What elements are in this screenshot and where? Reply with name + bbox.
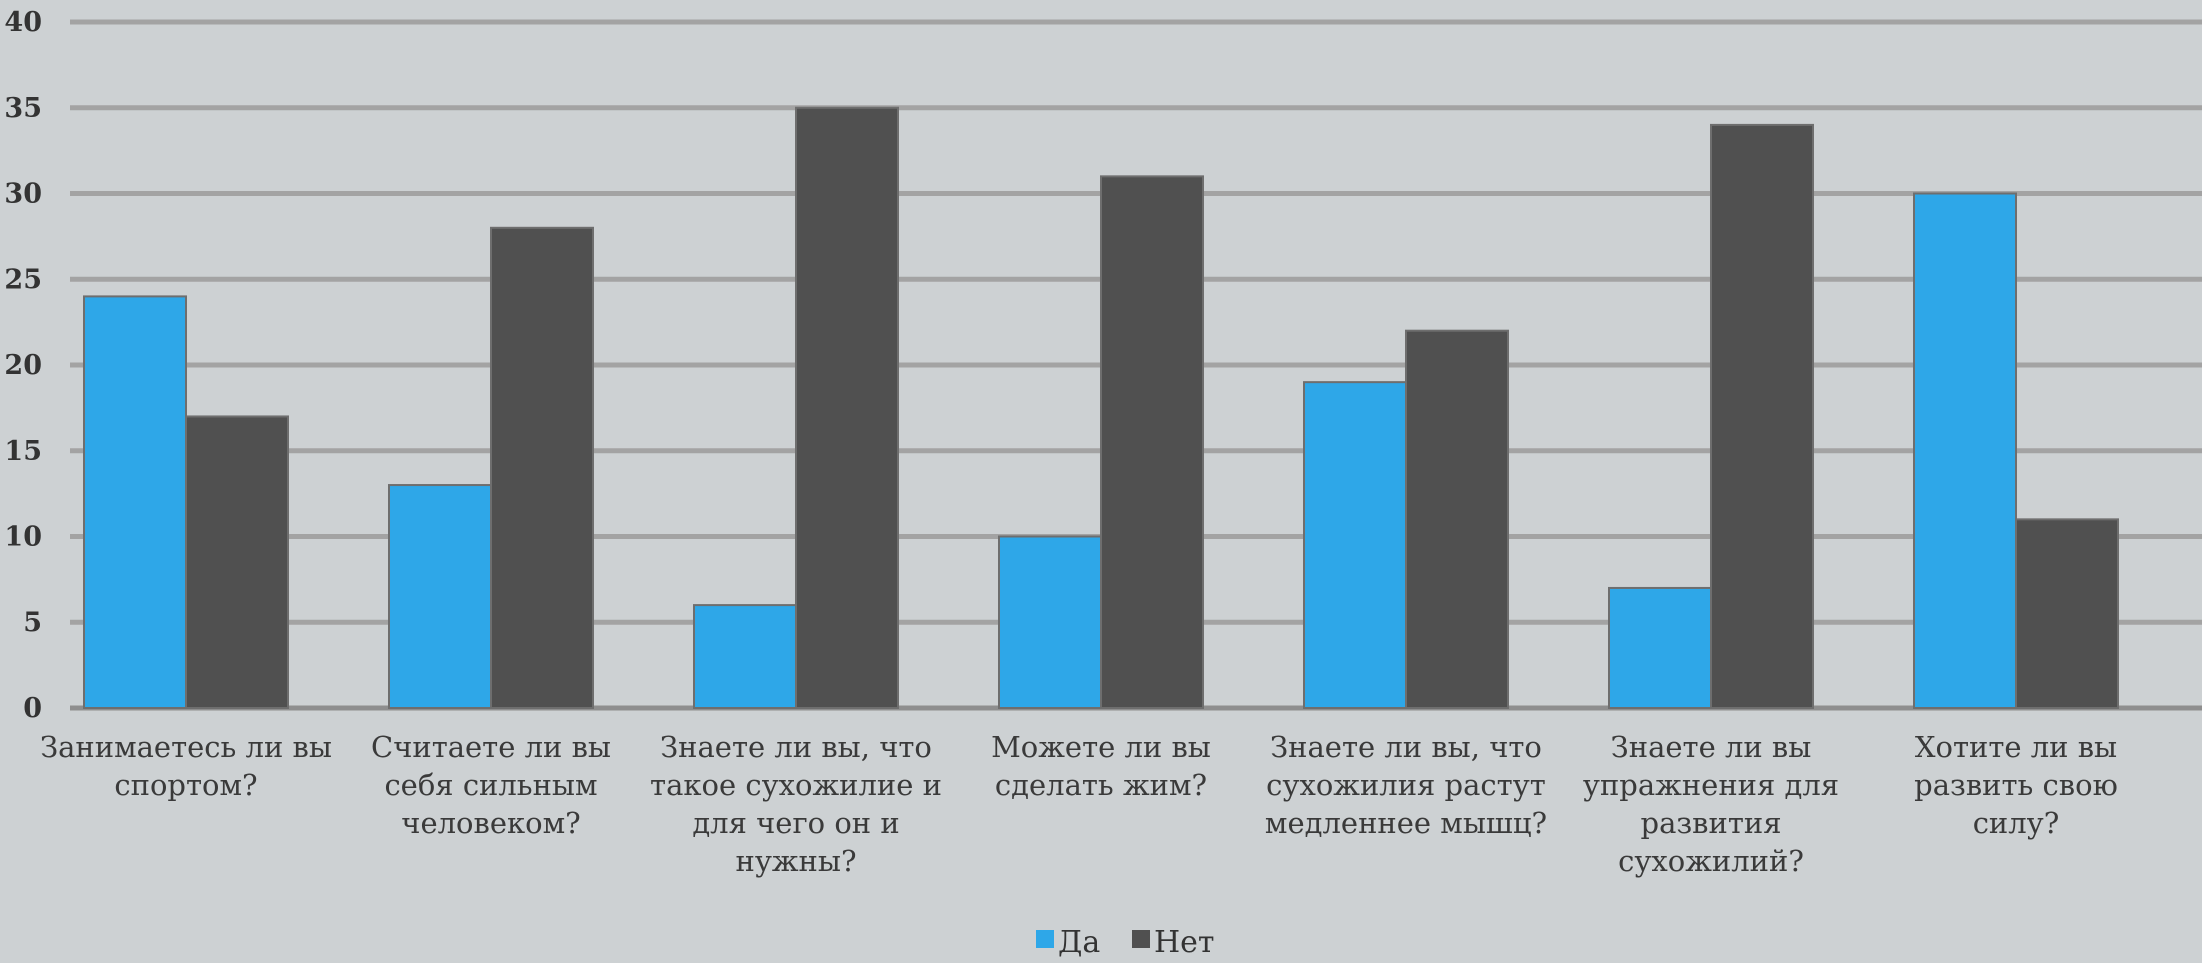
legend-label-da: Да (1058, 925, 1100, 960)
bar-net (185, 415, 289, 709)
bars (83, 106, 2119, 710)
x-tick-label: Можете ли вы сделать жим? (991, 730, 1211, 802)
bar-da (1608, 586, 1712, 710)
y-tick-label: 25 (4, 264, 42, 295)
y-tick-label: 20 (4, 350, 42, 381)
bar-da (1303, 381, 1407, 709)
bar-net (1100, 175, 1204, 710)
x-tick-label: Знаете ли вы упражнения для развития сухожи… (1583, 730, 1839, 878)
x-tick-label: Знаете ли вы, что сухожилия растут медленн… (1265, 730, 1547, 840)
y-tick-label: 10 (4, 522, 42, 553)
x-tick-label: Хотите ли вы развить свою силу? (1914, 730, 2118, 840)
bar-net (490, 226, 594, 710)
legend-swatch-net (1132, 930, 1150, 948)
y-tick-label: 0 (23, 693, 42, 724)
y-axis: 0 5 10 15 20 25 30 35 40 (4, 7, 42, 724)
bar-net (2015, 518, 2119, 709)
y-tick-label: 5 (23, 607, 42, 638)
legend: Да Нет (1036, 925, 1215, 960)
bar-da (693, 604, 797, 709)
bar-net (1405, 329, 1509, 709)
x-tick-label: Считаете ли вы себя сильным человеком? (371, 730, 611, 840)
bar-da (998, 535, 1102, 709)
bar-da (83, 295, 187, 709)
bar-da (1913, 192, 2017, 709)
x-tick-label: Знаете ли вы, что такое сухожилие и для че… (650, 730, 942, 878)
y-tick-label: 30 (4, 179, 42, 210)
y-tick-label: 15 (4, 436, 42, 467)
y-tick-label: 40 (4, 7, 42, 38)
bar-da (388, 484, 492, 709)
legend-swatch-da (1036, 930, 1054, 948)
bar-net (1710, 123, 1814, 709)
x-tick-label: Занимаетесь ли вы спортом? (40, 730, 332, 802)
legend-label-net: Нет (1154, 925, 1215, 960)
x-axis: Занимаетесь ли вы спортом? Считаете ли вы с… (40, 730, 2118, 878)
y-tick-label: 35 (4, 93, 42, 124)
bar-net (795, 106, 899, 709)
